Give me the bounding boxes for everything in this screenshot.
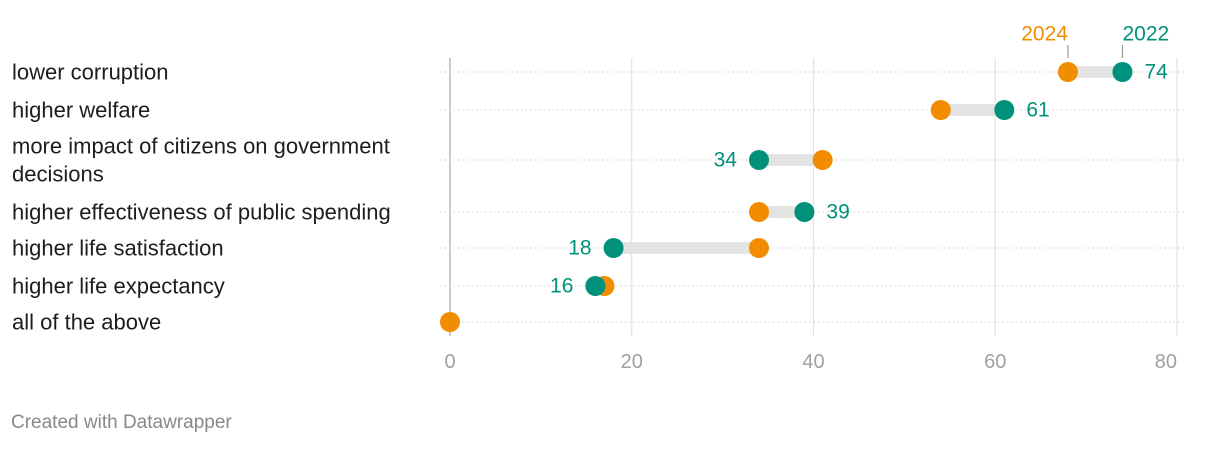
dot-2024 <box>748 202 769 222</box>
value-label: 74 <box>1144 61 1168 84</box>
value-label: 61 <box>1026 99 1049 122</box>
category-label: higher welfare <box>12 98 150 123</box>
category-label: more impact of citizens on government <box>12 134 390 159</box>
dot-plot-chart: 0 20 40 60 80 lower corruption 74 higher welfar… <box>12 23 1187 373</box>
credit-text[interactable]: Created with Datawrapper <box>11 412 232 433</box>
x-tick-label: 20 <box>621 351 643 373</box>
legend-2024: 2024 <box>1021 23 1068 46</box>
dot-2024 <box>748 238 769 258</box>
x-tick-label: 40 <box>802 351 824 373</box>
legend-2022: 2022 <box>1122 23 1169 46</box>
dot-2022 <box>603 238 624 258</box>
category-label: higher effectiveness of public spending <box>12 200 391 225</box>
x-tick-label: 60 <box>984 351 1006 373</box>
category-label: lower corruption <box>12 60 169 85</box>
x-tick-label: 80 <box>1155 351 1177 373</box>
x-tick-label: 0 <box>444 351 455 373</box>
dot-2022 <box>794 202 815 222</box>
dot-2022 <box>1112 62 1133 82</box>
value-label: 34 <box>714 149 738 172</box>
dot-2024 <box>440 312 460 332</box>
category-label: higher life expectancy <box>12 274 225 299</box>
category-label: higher life satisfaction <box>12 236 224 261</box>
value-label: 18 <box>568 237 591 260</box>
value-label: 16 <box>550 275 573 298</box>
dot-2022 <box>748 150 769 170</box>
dot-2022 <box>994 100 1015 120</box>
dot-2022 <box>585 276 606 296</box>
value-label: 39 <box>826 201 849 224</box>
dot-2024 <box>812 150 833 170</box>
category-label: all of the above <box>12 310 161 335</box>
category-label: decisions <box>12 162 104 187</box>
dot-2024 <box>930 100 951 120</box>
dot-2024 <box>1057 62 1078 82</box>
